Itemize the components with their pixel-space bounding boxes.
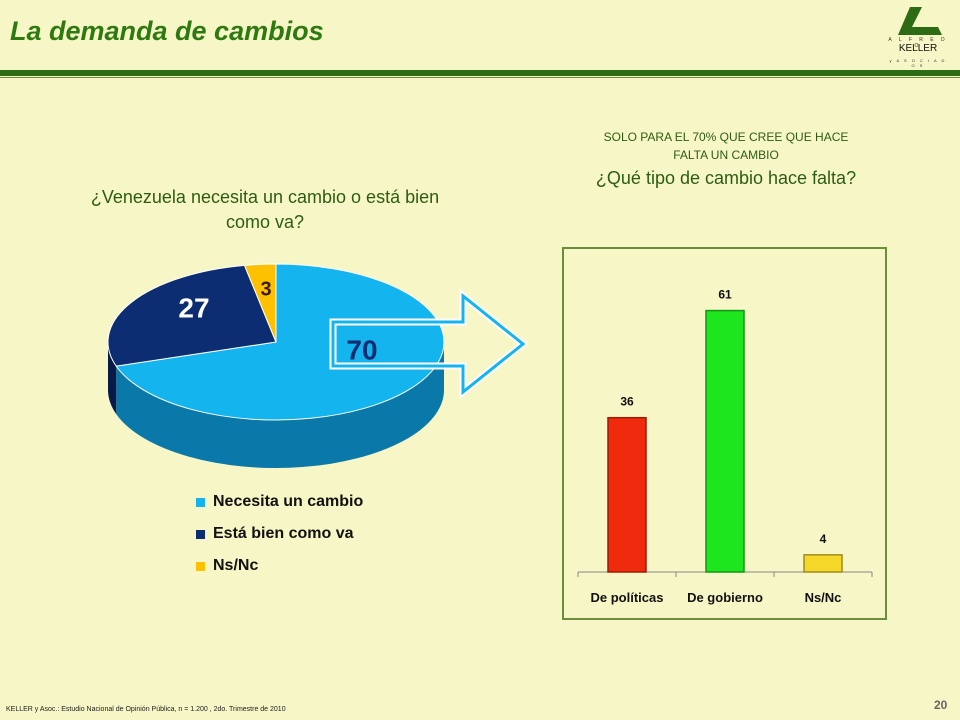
pie-data-label: 3: [260, 278, 271, 300]
logo-mark-icon: [898, 7, 942, 35]
bar-data-label: 36: [620, 395, 634, 409]
legend-swatch: [196, 529, 205, 539]
x-tick-label: De gobierno: [687, 590, 763, 605]
page-title: La demanda de cambios: [10, 16, 324, 46]
legend-swatch: [196, 497, 205, 507]
bar: [607, 416, 647, 573]
logo-name: KELLER: [898, 43, 938, 54]
pie-slice-side: [116, 342, 444, 468]
pie-slice: [243, 263, 277, 343]
legend-item-nsnc: Ns/Nc: [196, 550, 363, 582]
keller-logo: A L F R E D O KELLER y A S O C I A D O S: [888, 3, 948, 68]
legend-swatch: [196, 561, 205, 571]
header-rule-thin: [0, 77, 960, 78]
pie-legend: Necesita un cambio Está bien como va Ns/…: [196, 486, 363, 582]
logo-sub-text: y A S O C I A D O S: [889, 58, 947, 68]
legend-label: Está bien como va: [213, 525, 354, 542]
bar-question: ¿Qué tipo de cambio hace falta?: [595, 168, 857, 188]
bar-data-label: 61: [718, 288, 732, 302]
pie-slice-side: [108, 342, 117, 415]
x-tick-label: De políticas: [591, 590, 664, 605]
logo-top-text: A L F R E D O: [888, 37, 948, 49]
bar-note: SOLO PARA EL 70% QUE CREE QUE HACE FALTA…: [603, 130, 849, 162]
legend-label: Ns/Nc: [213, 557, 259, 574]
x-tick-label: Ns/Nc: [805, 590, 842, 605]
bar: [803, 554, 843, 573]
bar-data-label: 4: [820, 532, 827, 546]
legend-label: Necesita un cambio: [213, 493, 364, 510]
pie-data-label: 27: [178, 292, 209, 323]
header-rule: [0, 70, 960, 76]
legend-item-necesita: Necesita un cambio: [196, 486, 363, 518]
pie-question: ¿Venezuela necesita un cambio o está bie…: [90, 187, 440, 232]
bar: [705, 309, 745, 573]
pie-slice: [107, 264, 277, 367]
pie-data-label: 70: [346, 334, 377, 365]
legend-item-bien: Está bien como va: [196, 518, 363, 550]
source-footer: KELLER y Asoc.: Estudio Nacional de Opin…: [6, 706, 286, 713]
pie-slice: [115, 263, 445, 421]
page-number: 20: [934, 698, 948, 712]
